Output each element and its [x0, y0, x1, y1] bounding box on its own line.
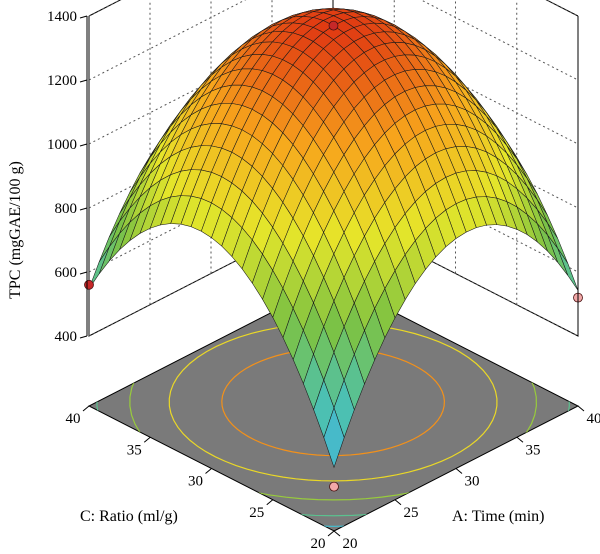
y-tick-mark: [327, 530, 335, 537]
y-tick-label: 30: [188, 474, 203, 490]
design-point: [84, 279, 94, 290]
y-tick-label: 25: [249, 505, 264, 521]
z-tick-label: 1400: [47, 9, 77, 25]
x-tick-mark: [455, 468, 463, 474]
front-edges: [86, 16, 579, 336]
y-tick-mark: [205, 468, 212, 474]
y-axis-label: C: Ratio (ml/g): [80, 508, 178, 525]
x-tick-label: 40: [587, 411, 600, 427]
z-gridline: [88, 210, 579, 337]
z-tick-mark: [79, 79, 88, 83]
z-tick-label: 1200: [47, 73, 77, 89]
z-gridline: [88, 18, 579, 145]
y-tick-mark: [143, 436, 151, 443]
x-tick-label: 25: [404, 505, 419, 521]
y-tick-label: 40: [66, 411, 81, 427]
z-tick-label: 1000: [47, 137, 77, 153]
x-tick-mark: [333, 530, 341, 537]
x-tick-label: 20: [343, 536, 358, 552]
surface-cell: [557, 248, 579, 291]
z-tick-mark: [79, 143, 88, 147]
y-tick-mark: [82, 405, 90, 412]
z-tick-mark: [79, 207, 88, 211]
x-tick-mark: [577, 405, 585, 412]
y-tick-label: 35: [127, 442, 142, 458]
z-tick-label: 600: [55, 265, 78, 281]
z-tick-mark: [79, 271, 88, 275]
z-gridline: [88, 0, 579, 81]
design-point: [328, 20, 339, 31]
x-axis-label: A: Time (min): [452, 508, 544, 525]
y-tick-mark: [266, 499, 274, 506]
x-tick-mark: [516, 436, 524, 443]
x-tick-label: 35: [526, 442, 541, 458]
axis-ticks: 400 600 800 1000 1200 1400 20 25 30 35 40 20 25 30 35 4…: [47, 9, 600, 552]
z-tick-mark: [79, 335, 88, 339]
response-surface: [88, 7, 579, 469]
design-point: [329, 481, 339, 492]
x-tick-label: 30: [465, 474, 480, 490]
z-tick-mark: [79, 15, 88, 19]
z-axis-label: TPC (mgGAE/100 g): [7, 161, 24, 299]
z-gridline: [88, 146, 579, 273]
z-tick-label: 400: [55, 329, 78, 345]
surface-cell: [323, 406, 345, 469]
y-tick-label: 20: [311, 536, 326, 552]
x-tick-mark: [394, 499, 402, 506]
z-tick-label: 800: [55, 201, 78, 217]
